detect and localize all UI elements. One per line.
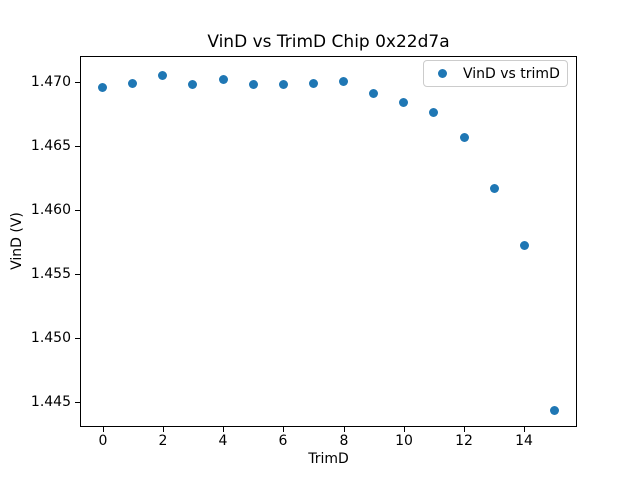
x-tick-label: 14 — [515, 433, 533, 449]
x-tick-mark — [283, 427, 284, 432]
y-tick-label: 1.455 — [30, 266, 71, 282]
x-tick-label: 8 — [339, 433, 349, 449]
y-tick-mark — [75, 210, 80, 211]
data-point — [550, 406, 559, 415]
x-tick-mark — [404, 427, 405, 432]
x-tick-label: 12 — [455, 433, 473, 449]
y-tick-mark — [75, 338, 80, 339]
x-tick-mark — [163, 427, 164, 432]
y-tick-mark — [75, 82, 80, 83]
data-point — [490, 184, 499, 193]
data-point — [429, 108, 438, 117]
y-tick-label: 1.460 — [30, 202, 71, 218]
x-tick-label: 10 — [395, 433, 413, 449]
data-point — [339, 77, 348, 86]
legend-label: VinD vs trimD — [463, 65, 560, 82]
y-tick-label: 1.465 — [30, 138, 71, 154]
x-tick-mark — [344, 427, 345, 432]
x-tick-label: 2 — [158, 433, 168, 449]
y-axis-label: VinD (V) — [9, 212, 25, 270]
data-point — [128, 79, 137, 88]
legend: VinD vs trimD — [423, 60, 568, 87]
y-tick-mark — [75, 274, 80, 275]
x-tick-mark — [103, 427, 104, 432]
data-point — [249, 80, 258, 89]
chart-title: VinD vs TrimD Chip 0x22d7a — [207, 32, 450, 52]
data-point — [520, 241, 529, 250]
x-tick-label: 4 — [218, 433, 228, 449]
data-point — [188, 80, 197, 89]
x-tick-mark — [464, 427, 465, 432]
data-point — [98, 83, 107, 92]
x-tick-mark — [524, 427, 525, 432]
x-axis-label: TrimD — [308, 451, 349, 467]
data-point — [279, 80, 288, 89]
data-point — [158, 71, 167, 80]
legend-marker-icon — [438, 69, 447, 78]
plot-area — [80, 56, 577, 427]
data-point — [399, 98, 408, 107]
data-point — [369, 89, 378, 98]
y-tick-label: 1.470 — [30, 74, 71, 90]
y-tick-label: 1.450 — [30, 330, 71, 346]
x-tick-mark — [223, 427, 224, 432]
x-tick-label: 0 — [98, 433, 108, 449]
y-tick-label: 1.445 — [30, 394, 71, 410]
x-tick-label: 6 — [278, 433, 288, 449]
data-point — [219, 75, 228, 84]
data-point — [309, 79, 318, 88]
y-tick-mark — [75, 146, 80, 147]
y-tick-mark — [75, 402, 80, 403]
data-point — [460, 133, 469, 142]
